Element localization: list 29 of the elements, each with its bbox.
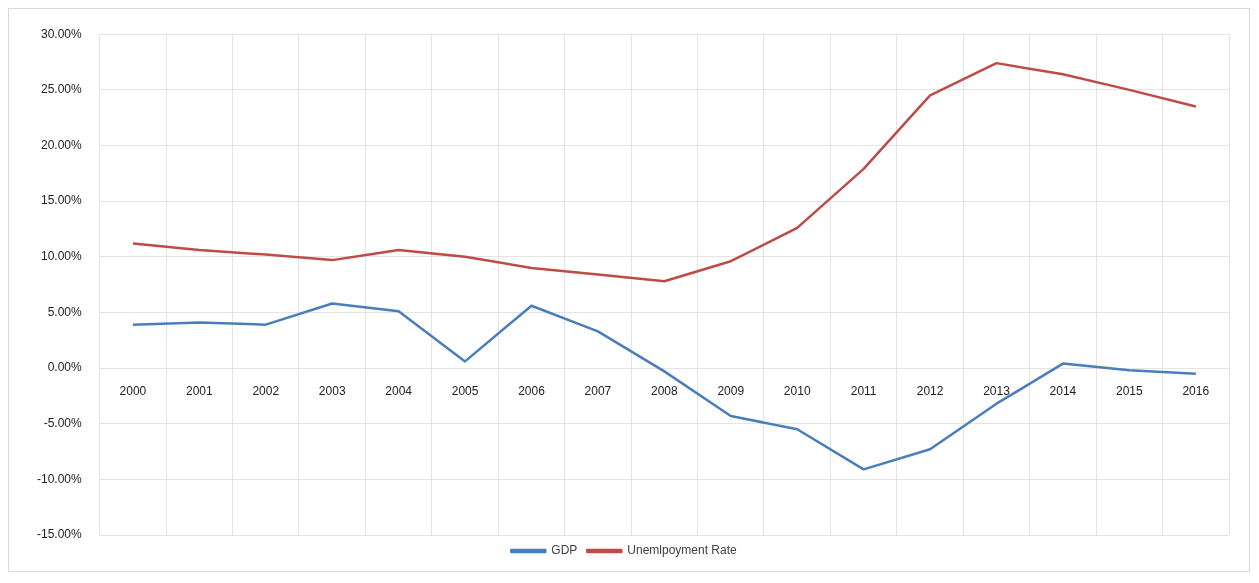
x-tick-label: 2013: [983, 383, 1011, 398]
y-tick-label: 30.00%: [40, 26, 83, 41]
x-tick-label: 2004: [385, 383, 413, 398]
x-tick-label: 2014: [1049, 383, 1077, 398]
x-tick-label: 2010: [783, 383, 811, 398]
x-tick-label: 2000: [119, 383, 147, 398]
x-tick-label: 2009: [717, 383, 745, 398]
y-tick-label: 25.00%: [40, 82, 83, 97]
y-tick-label: 5.00%: [47, 304, 83, 319]
x-tick-label: 2005: [451, 383, 479, 398]
y-tick-label: 20.00%: [40, 137, 83, 152]
x-tick-label: 2007: [584, 383, 612, 398]
y-tick-label: -5.00%: [43, 416, 83, 431]
x-tick-label: 2011: [850, 383, 877, 398]
y-tick-label: -10.00%: [36, 471, 83, 486]
x-tick-label: 2001: [185, 383, 214, 398]
x-tick-label: 2012: [916, 383, 944, 398]
x-tick-label: 2003: [318, 383, 346, 398]
legend-label: GDP: [551, 543, 578, 558]
x-tick-label: 2002: [252, 383, 280, 398]
x-tick-label: 2008: [651, 383, 679, 398]
y-tick-label: -15.00%: [36, 527, 83, 542]
y-tick-label: 0.00%: [47, 360, 83, 375]
y-tick-label: 15.00%: [40, 193, 83, 208]
x-tick-label: 2015: [1116, 383, 1144, 398]
legend-label: Unemlpoyment Rate: [627, 543, 738, 558]
x-tick-label: 2016: [1182, 383, 1210, 398]
y-tick-label: 10.00%: [40, 249, 83, 264]
x-tick-label: 2006: [518, 383, 546, 398]
